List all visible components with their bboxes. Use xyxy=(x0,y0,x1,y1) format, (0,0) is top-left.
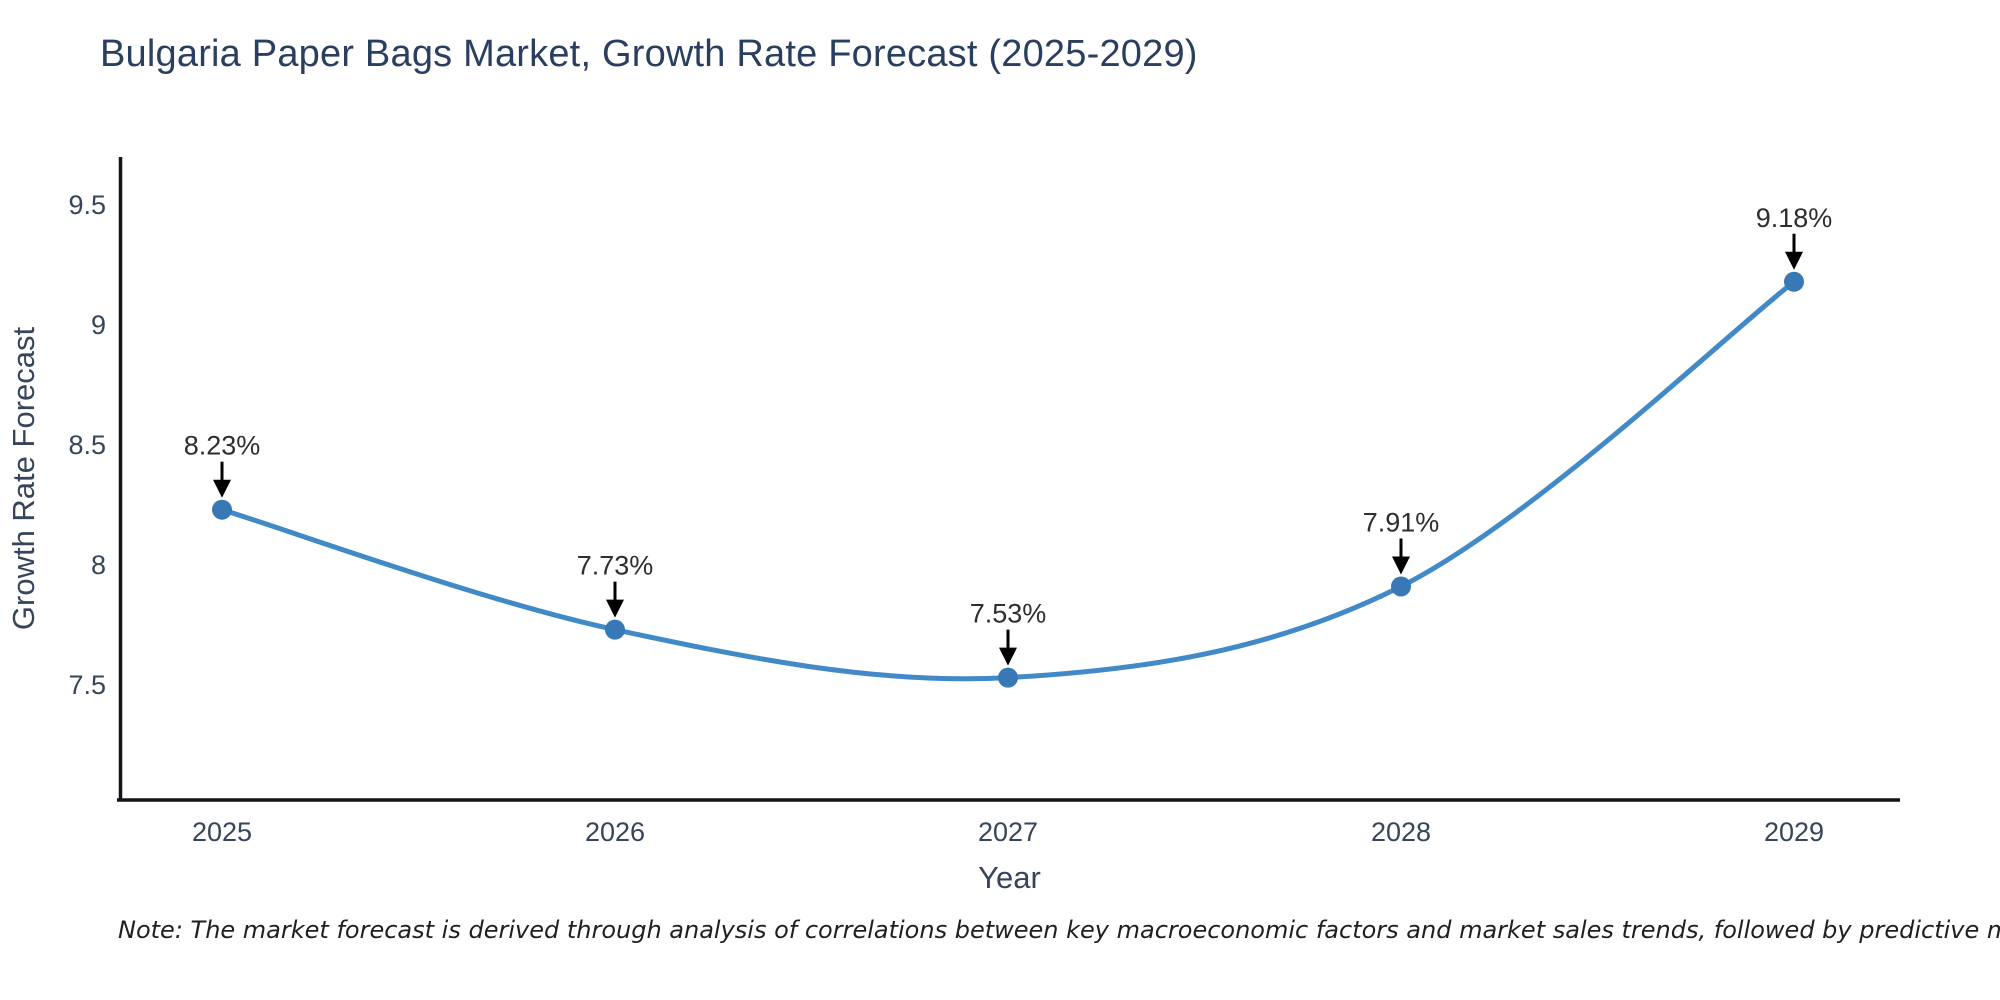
y-tick-label: 8.5 xyxy=(68,430,106,460)
y-tick-label: 9.5 xyxy=(68,190,106,220)
data-point-marker xyxy=(1784,271,1804,292)
data-point-marker xyxy=(605,619,625,640)
annotation-arrowhead xyxy=(999,647,1017,666)
x-tick-label: 2027 xyxy=(978,817,1038,847)
y-tick-label: 8 xyxy=(91,550,106,580)
annotation-arrowhead xyxy=(606,599,624,618)
data-label: 7.91% xyxy=(1363,507,1440,537)
data-label: 7.73% xyxy=(577,551,654,581)
data-point-marker xyxy=(212,499,232,520)
annotation-arrowhead xyxy=(1392,556,1410,575)
y-axis-title: Growth Rate Forecast xyxy=(6,327,41,631)
data-label: 9.18% xyxy=(1756,203,1833,233)
x-tick-label: 2026 xyxy=(585,817,645,847)
footnote: Note: The market forecast is derived thr… xyxy=(118,916,2000,944)
x-tick-label: 2025 xyxy=(192,817,252,847)
data-point-marker xyxy=(1391,576,1411,597)
y-tick-label: 7.5 xyxy=(68,670,106,700)
x-tick-label: 2029 xyxy=(1764,817,1824,847)
data-point-marker xyxy=(998,667,1018,688)
x-axis-title: Year xyxy=(978,860,1041,895)
y-tick-label: 9 xyxy=(91,310,106,340)
annotation-arrowhead xyxy=(213,479,231,498)
annotation-arrowhead xyxy=(1785,251,1803,270)
x-tick-label: 2028 xyxy=(1371,817,1431,847)
chart-title: Bulgaria Paper Bags Market, Growth Rate … xyxy=(100,33,1198,75)
data-label: 8.23% xyxy=(184,431,261,461)
data-label: 7.53% xyxy=(970,599,1047,629)
